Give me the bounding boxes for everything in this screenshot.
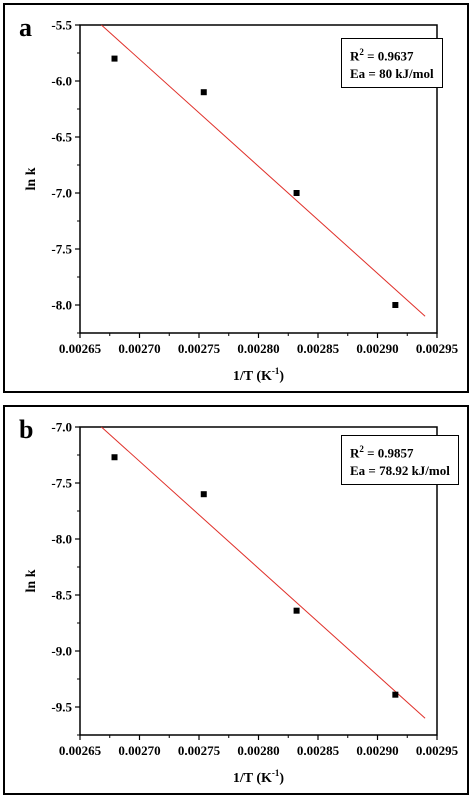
data-point — [293, 607, 300, 614]
r2-annotation: R2 = 0.9857 — [350, 444, 414, 461]
fit-line — [101, 24, 426, 317]
data-point — [111, 454, 118, 461]
chart-b: 0.00265 0.00270 0.00275 0.00280 0.00285 0.002… — [24, 420, 459, 787]
panel-label: a — [19, 13, 32, 42]
panel-label: b — [19, 415, 34, 444]
x-tick-label: 0.00280 — [237, 341, 279, 356]
x-tick-label: 0.00265 — [59, 743, 102, 758]
y-tick-label: -6.0 — [51, 74, 72, 89]
data-point — [392, 691, 399, 698]
y-tick-label: -7.5 — [51, 476, 72, 491]
y-tick-label: -6.5 — [51, 130, 72, 145]
y-tick-label: -5.5 — [51, 18, 72, 33]
data-point — [200, 491, 207, 498]
x-tick-label: 0.00295 — [416, 743, 459, 758]
ea-annotation: Ea = 80 kJ/mol — [350, 66, 434, 82]
x-tick-label: 0.00290 — [356, 743, 398, 758]
x-tick-label: 0.00290 — [356, 341, 398, 356]
x-tick-label: 0.00270 — [118, 341, 160, 356]
x-tick-label: 0.00280 — [237, 743, 279, 758]
panel-a: a 0.00265 0.00270 0.00275 0.00280 0.00285 0.0… — [3, 3, 469, 393]
annotation-box: R2 = 0.9637 Ea = 80 kJ/mol — [341, 38, 443, 89]
y-tick-label: -9.0 — [51, 644, 72, 659]
y-tick-label: -7.5 — [51, 242, 72, 257]
y-tick-label: -8.0 — [51, 532, 72, 547]
y-tick-label: -7.0 — [51, 186, 72, 201]
y-tick-label: -7.0 — [51, 420, 72, 435]
data-point — [200, 89, 207, 96]
chart-a: 0.00265 0.00270 0.00275 0.00280 0.00285 0.002… — [24, 18, 459, 385]
r2-annotation: R2 = 0.9637 — [350, 47, 414, 64]
y-tick-label: -8.5 — [51, 588, 72, 603]
annotation-box: R2 = 0.9857 Ea = 78.92 kJ/mol — [341, 435, 459, 486]
y-axis-title: ln k — [24, 167, 39, 190]
x-axis-title: 1/T (K-1) — [233, 768, 285, 786]
y-axis-title: ln k — [24, 569, 39, 592]
x-tick-label: 0.00275 — [178, 743, 221, 758]
x-tick-label: 0.00285 — [297, 743, 340, 758]
x-tick-label: 0.00275 — [178, 341, 221, 356]
data-point — [392, 302, 399, 308]
x-tick-label: 0.00265 — [59, 341, 102, 356]
x-tick-label: 0.00295 — [416, 341, 459, 356]
data-point — [293, 190, 300, 196]
x-tick-label: 0.00270 — [118, 743, 160, 758]
ea-annotation: Ea = 78.92 kJ/mol — [350, 463, 450, 479]
fit-line — [101, 426, 426, 719]
panel-b: b 0.00265 0.00270 0.00275 0.00280 0.00285 0.0… — [3, 405, 469, 795]
x-tick-label: 0.00285 — [297, 341, 340, 356]
x-axis-title: 1/T (K-1) — [233, 366, 285, 384]
y-tick-label: -8.0 — [51, 298, 72, 313]
y-tick-label: -9.5 — [51, 700, 72, 715]
data-point — [111, 55, 118, 62]
